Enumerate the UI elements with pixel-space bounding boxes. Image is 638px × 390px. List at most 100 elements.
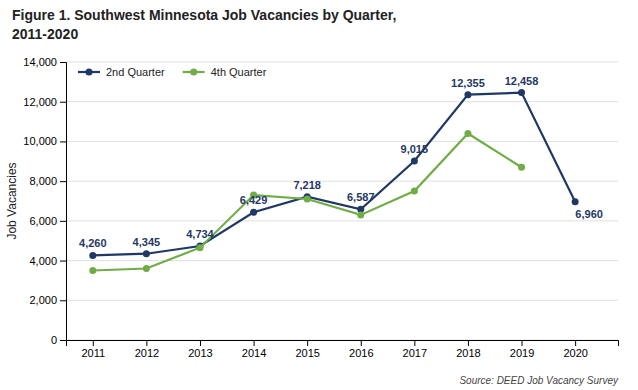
plot: 2011 2012 2013 2014 2015 2016 2017 2018 2019 2020… <box>23 56 618 359</box>
x-tick-label: 2014 <box>242 347 266 359</box>
y-tick-mark <box>60 261 66 262</box>
x-tick-label: 2018 <box>456 347 480 359</box>
title: Figure 1. Southwest Minnesota Job Vacanc… <box>12 7 396 23</box>
x-tick-mark <box>361 340 362 346</box>
x-tick-mark <box>200 340 201 346</box>
legend-label: 2nd Quarter <box>106 66 165 78</box>
y-tick: 2,000 <box>29 294 66 306</box>
x-tick-label: 2012 <box>135 347 159 359</box>
y-tick: 10,000 <box>23 135 66 147</box>
x-tick-mark <box>468 340 469 346</box>
legend-item: 4th Quarter <box>183 66 267 78</box>
series-point <box>89 267 96 274</box>
x-tick: 2019 <box>510 340 534 359</box>
x-axis: 2011 2012 2013 2014 2015 2016 2017 2018 2019 2020 <box>67 340 619 359</box>
data-label: 6,587 <box>347 191 375 203</box>
data-label: 6,429 <box>240 194 268 206</box>
y-tick: 14,000 <box>23 56 66 68</box>
grid-line <box>66 181 618 182</box>
series-point <box>411 188 418 195</box>
series-point <box>196 244 203 251</box>
grid-line <box>66 220 618 221</box>
series-point <box>464 91 471 98</box>
x-axis-line <box>67 341 619 347</box>
data-label: 4,260 <box>79 237 107 249</box>
y-tick-mark <box>60 181 66 182</box>
x-tick-label: 2019 <box>510 347 534 359</box>
series-point <box>89 252 96 259</box>
y-tick-label: 14,000 <box>23 56 57 68</box>
series-point <box>464 130 471 137</box>
titles: Figure 1. Southwest Minnesota Job Vacanc… <box>12 7 396 42</box>
y-tick: 6,000 <box>29 215 66 227</box>
y-tick: 12,000 <box>23 96 66 108</box>
marks <box>89 89 578 274</box>
series-point <box>518 164 525 171</box>
y-tick-label: 12,000 <box>23 96 57 108</box>
x-tick-label: 2020 <box>563 347 587 359</box>
x-tick: 2014 <box>242 340 266 359</box>
data-label: 6,960 <box>575 208 603 220</box>
legend-label: 4th Quarter <box>211 66 267 78</box>
x-tick-label: 2015 <box>295 347 319 359</box>
y-tick: 0 <box>51 334 66 346</box>
legend-marker <box>86 69 93 76</box>
x-tick-label: 2017 <box>403 347 427 359</box>
x-tick: 2020 <box>563 340 587 359</box>
data-label: 9,015 <box>401 143 429 155</box>
x-tick: 2011 <box>81 340 105 359</box>
legend: 2nd Quarter 4th Quarter <box>78 66 267 78</box>
y-tick-mark <box>60 340 66 341</box>
data-label: 4,345 <box>133 236 161 248</box>
x-tick-mark <box>307 340 308 346</box>
y-tick: 4,000 <box>29 255 66 267</box>
x-tick-mark <box>254 340 255 346</box>
x-tick-mark <box>93 340 94 346</box>
series-point <box>411 157 418 164</box>
y-axis: 0 2,000 4,000 6,000 8,000 10,000 12,000 14,000 <box>23 56 66 346</box>
y-tick-label: 0 <box>51 334 57 346</box>
x-tick-mark <box>414 340 415 346</box>
series-point <box>304 196 311 203</box>
series-point <box>518 89 525 96</box>
y-tick-label: 6,000 <box>29 215 57 227</box>
series-line <box>93 93 575 256</box>
x-tick-label: 2016 <box>349 347 373 359</box>
grid-line <box>66 62 618 63</box>
x-tick: 2018 <box>456 340 480 359</box>
y-tick-mark <box>60 221 66 222</box>
data-label: 4,734 <box>186 228 214 240</box>
grid-line <box>66 300 618 301</box>
series-point <box>572 198 579 205</box>
series-line <box>93 133 522 270</box>
y-axis-title: Job Vacancies <box>5 162 19 239</box>
y-tick-mark <box>60 141 66 142</box>
data-label: 7,218 <box>293 179 321 191</box>
y-tick-mark <box>60 102 66 103</box>
x-tick-label: 2011 <box>81 347 105 359</box>
y-tick-label: 10,000 <box>23 135 57 147</box>
series-point <box>357 211 364 218</box>
series-point <box>143 250 150 257</box>
subtitle: 2011-2020 <box>12 26 78 42</box>
grid-line <box>66 141 618 142</box>
x-tick: 2012 <box>135 340 159 359</box>
x-tick: 2016 <box>349 340 373 359</box>
x-tick: 2015 <box>295 340 319 359</box>
x-tick-label: 2013 <box>188 347 212 359</box>
legend-item: 2nd Quarter <box>78 66 165 78</box>
grid-line <box>66 101 618 102</box>
legend-marker <box>190 69 197 76</box>
series-point <box>250 209 257 216</box>
chart: Figure 1. Southwest Minnesota Job Vacanc… <box>0 0 638 390</box>
y-tick: 8,000 <box>29 175 66 187</box>
y-tick-mark <box>60 62 66 63</box>
x-tick: 2013 <box>188 340 212 359</box>
data-label: 12,355 <box>451 77 485 89</box>
grid-line <box>66 260 618 261</box>
y-axis-line <box>60 63 67 341</box>
y-tick-label: 2,000 <box>29 294 57 306</box>
y-tick-mark <box>60 300 66 301</box>
series-point <box>143 265 150 272</box>
y-tick-label: 4,000 <box>29 255 57 267</box>
